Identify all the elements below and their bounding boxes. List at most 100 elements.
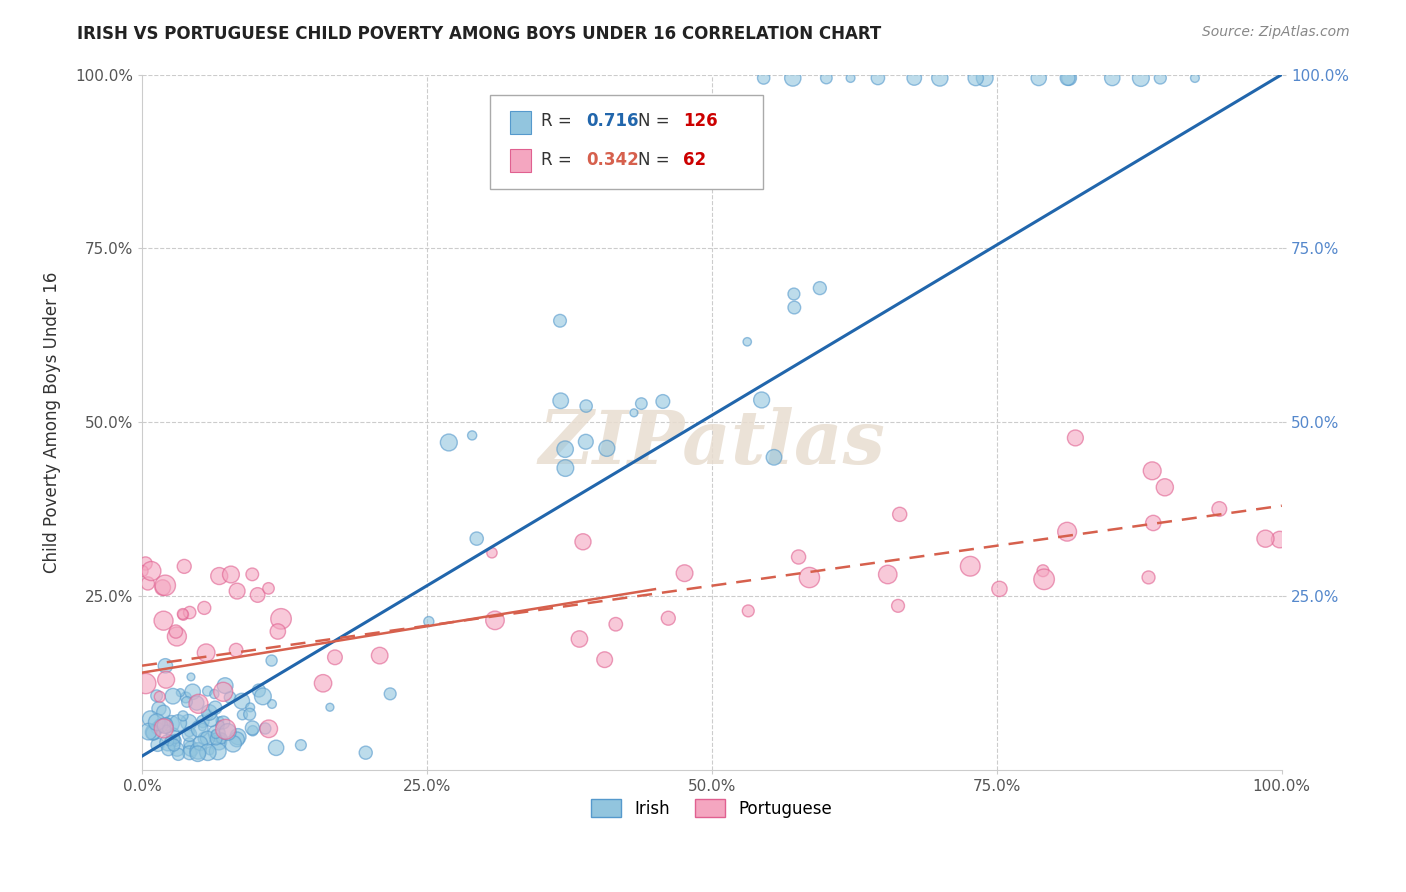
Point (176, 695, 198, 709)
Point (889, 508, 911, 522)
Point (138, 724, 160, 739)
Point (155, 578, 177, 592)
Point (222, 737, 245, 751)
Point (187, 747, 209, 761)
Point (1137, 570, 1160, 584)
Point (737, 604, 759, 618)
Point (762, 450, 785, 465)
Point (550, 393, 572, 408)
Point (1254, 532, 1277, 546)
Point (246, 588, 269, 602)
Point (142, 725, 165, 739)
Point (172, 709, 194, 723)
Point (131, 564, 153, 578)
Point (207, 744, 229, 758)
Point (160, 733, 183, 747)
Point (973, 70, 995, 85)
Point (197, 731, 219, 746)
Point (160, 716, 183, 731)
Text: ZIPatlas: ZIPatlas (538, 407, 886, 479)
Point (354, 746, 377, 760)
Point (593, 653, 616, 667)
Point (876, 567, 898, 582)
Point (195, 646, 218, 660)
Point (172, 607, 194, 622)
Point (260, 654, 283, 668)
Point (186, 696, 208, 710)
Point (270, 612, 292, 626)
Point (1142, 516, 1164, 530)
Point (179, 724, 201, 739)
Point (623, 406, 645, 420)
Point (166, 630, 188, 644)
Point (155, 673, 177, 687)
Point (481, 546, 503, 560)
Point (257, 722, 280, 736)
Point (240, 567, 263, 582)
Point (165, 731, 187, 746)
Point (252, 690, 274, 704)
FancyBboxPatch shape (489, 95, 763, 189)
Point (180, 741, 202, 756)
Point (575, 434, 598, 449)
Point (155, 722, 177, 736)
Point (197, 684, 219, 698)
Point (179, 606, 201, 620)
Point (572, 534, 595, 549)
Point (226, 584, 249, 599)
Point (225, 643, 247, 657)
Point (146, 721, 169, 735)
Point (193, 601, 215, 615)
Point (191, 714, 214, 729)
Point (787, 549, 810, 564)
Point (596, 442, 619, 456)
Point (204, 729, 226, 743)
Legend: Irish, Portuguese: Irish, Portuguese (585, 793, 839, 824)
Point (198, 744, 221, 758)
Point (157, 734, 180, 748)
Point (162, 728, 184, 742)
Point (198, 706, 221, 720)
Point (205, 731, 228, 746)
Point (548, 314, 571, 328)
Point (1057, 70, 1080, 85)
Point (319, 700, 342, 714)
Point (172, 607, 194, 621)
Point (148, 701, 170, 715)
Point (1153, 480, 1175, 494)
Point (239, 707, 262, 722)
Point (651, 394, 673, 409)
Point (212, 685, 235, 699)
Point (1101, 70, 1123, 85)
Point (1032, 564, 1054, 578)
Point (965, 70, 987, 85)
Point (657, 611, 679, 625)
Point (735, 334, 758, 349)
Point (162, 689, 184, 703)
Point (169, 686, 191, 700)
Point (799, 570, 821, 584)
Point (264, 740, 287, 755)
Point (173, 559, 195, 574)
Point (783, 287, 806, 301)
Point (782, 70, 804, 85)
Point (1149, 70, 1171, 85)
FancyBboxPatch shape (510, 111, 530, 134)
Point (208, 714, 231, 728)
Text: R =: R = (541, 151, 576, 169)
Point (179, 746, 201, 760)
Point (167, 716, 190, 731)
Point (928, 70, 950, 85)
Point (142, 725, 165, 739)
Point (465, 532, 488, 546)
Point (1056, 524, 1078, 539)
Point (1033, 572, 1056, 586)
Point (903, 70, 925, 85)
Point (839, 70, 862, 85)
Point (152, 581, 174, 595)
Point (1184, 70, 1206, 85)
Point (146, 738, 169, 752)
Point (209, 718, 232, 732)
Point (197, 707, 219, 722)
Point (605, 617, 627, 632)
